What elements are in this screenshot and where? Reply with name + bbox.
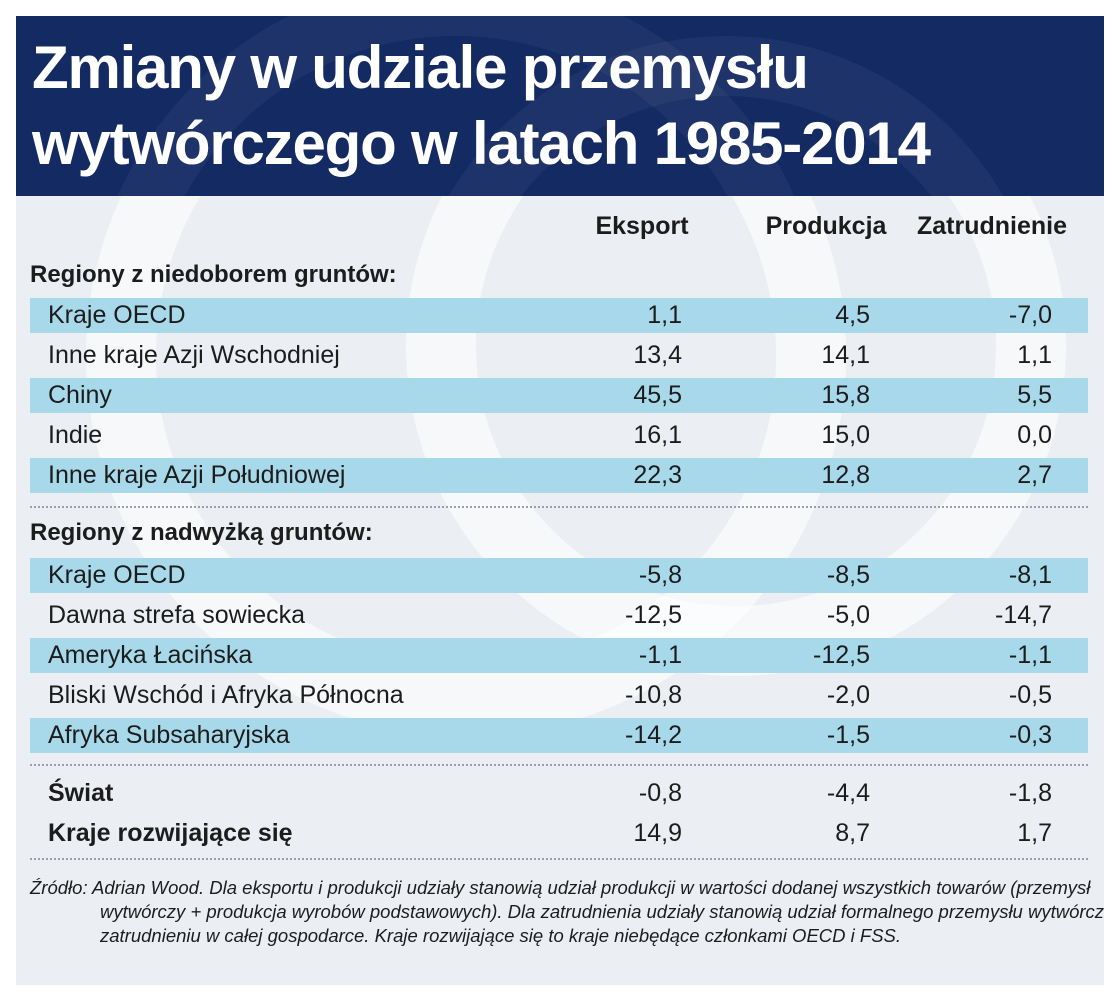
cell-value: -0,3 <box>1008 721 1052 749</box>
cell-value: -1,5 <box>826 721 870 749</box>
cell-value: 15,0 <box>821 421 870 449</box>
table-row: Świat -0,8 -4,4 -1,8 <box>30 776 1088 811</box>
row-label: Świat <box>48 779 114 807</box>
cell-value: 12,8 <box>821 461 870 489</box>
cell-value: -14,2 <box>625 721 682 749</box>
table-row: Dawna strefa sowiecka -12,5 -5,0 -14,7 <box>30 598 1088 633</box>
cell-value: -5,0 <box>826 601 870 629</box>
cell-value: -1,1 <box>638 641 682 669</box>
cell-value: 5,5 <box>1017 381 1052 409</box>
cell-value: -8,1 <box>1008 561 1052 589</box>
row-label: Ameryka Łacińska <box>48 641 253 669</box>
cell-value: 15,8 <box>821 381 870 409</box>
cell-value: -0,8 <box>638 779 682 807</box>
row-label: Inne kraje Azji Wschodniej <box>48 341 340 369</box>
row-label: Chiny <box>48 381 112 409</box>
column-header: Produkcja <box>765 212 887 240</box>
table-panel: Eksport Produkcja Zatrudnienie Regiony z ni… <box>16 196 1104 985</box>
cell-value: 0,0 <box>1017 421 1052 449</box>
cell-value: 1,7 <box>1017 819 1052 847</box>
cell-value: -8,5 <box>826 561 870 589</box>
cell-value: -12,5 <box>813 641 870 669</box>
row-label: Afryka Subsaharyjska <box>48 721 290 749</box>
column-header: Zatrudnienie <box>916 212 1067 240</box>
cell-value: 22,3 <box>633 461 682 489</box>
cell-value: 14,9 <box>633 819 682 847</box>
cell-value: 1,1 <box>1017 341 1052 369</box>
row-label: Inne kraje Azji Południowej <box>48 461 346 489</box>
table-row: Inne kraje Azji Wschodniej 13,4 14,1 1,1 <box>30 338 1088 373</box>
page-title: Zmiany w udziale przemysłu wytwórczego w… <box>32 34 931 177</box>
source-note: Źródło: Adrian Wood. Dla eksportu i prod… <box>30 877 1104 946</box>
table-row: Chiny 45,5 15,8 5,5 <box>30 378 1088 413</box>
cell-value: 14,1 <box>821 341 870 369</box>
row-label: Kraje OECD <box>48 301 186 329</box>
table-row: Inne kraje Azji Południowej 22,3 12,8 2,7 <box>30 458 1088 493</box>
cell-value: 16,1 <box>633 421 682 449</box>
row-label: Indie <box>48 421 103 449</box>
table-row: Afryka Subsaharyjska -14,2 -1,5 -0,3 <box>30 718 1088 753</box>
cell-value: 2,7 <box>1017 461 1052 489</box>
column-header: Eksport <box>595 212 689 240</box>
cell-value: -14,7 <box>995 601 1052 629</box>
cell-value: -7,0 <box>1008 301 1052 329</box>
table-row: Kraje rozwijające się 14,9 8,7 1,7 <box>30 816 1088 851</box>
table-row: Kraje OECD -5,8 -8,5 -8,1 <box>30 558 1088 593</box>
cell-value: 45,5 <box>633 381 682 409</box>
cell-value: 8,7 <box>835 819 870 847</box>
dotted-divider <box>30 858 1088 860</box>
cell-value: -4,4 <box>826 779 870 807</box>
section-heading: Regiony z niedoborem gruntów: <box>30 261 397 288</box>
row-label: Bliski Wschód i Afryka Północna <box>48 681 404 709</box>
section-heading: Regiony z nadwyżką gruntów: <box>30 519 373 546</box>
row-label: Kraje rozwijające się <box>48 819 293 847</box>
row-label: Kraje OECD <box>48 561 186 589</box>
table-row: Bliski Wschód i Afryka Północna -10,8 -2,0… <box>30 678 1088 713</box>
table-row: Ameryka Łacińska -1,1 -12,5 -1,1 <box>30 638 1088 673</box>
cell-value: -2,0 <box>826 681 870 709</box>
cell-value: 4,5 <box>835 301 870 329</box>
cell-value: -0,5 <box>1008 681 1052 709</box>
cell-value: -1,8 <box>1008 779 1052 807</box>
table-row: Kraje OECD 1,1 4,5 -7,0 <box>30 298 1088 333</box>
cell-value: 1,1 <box>647 301 682 329</box>
dotted-divider <box>30 506 1088 508</box>
cell-value: -1,1 <box>1008 641 1052 669</box>
cell-value: 13,4 <box>633 341 682 369</box>
row-label: Dawna strefa sowiecka <box>48 601 306 629</box>
cell-value: -5,8 <box>638 561 682 589</box>
table-row: Indie 16,1 15,0 0,0 <box>30 418 1088 453</box>
cell-value: -10,8 <box>625 681 682 709</box>
dotted-divider <box>30 764 1088 766</box>
title-banner: Zmiany w udziale przemysłu wytwórczego w… <box>16 16 1104 196</box>
cell-value: -12,5 <box>625 601 682 629</box>
